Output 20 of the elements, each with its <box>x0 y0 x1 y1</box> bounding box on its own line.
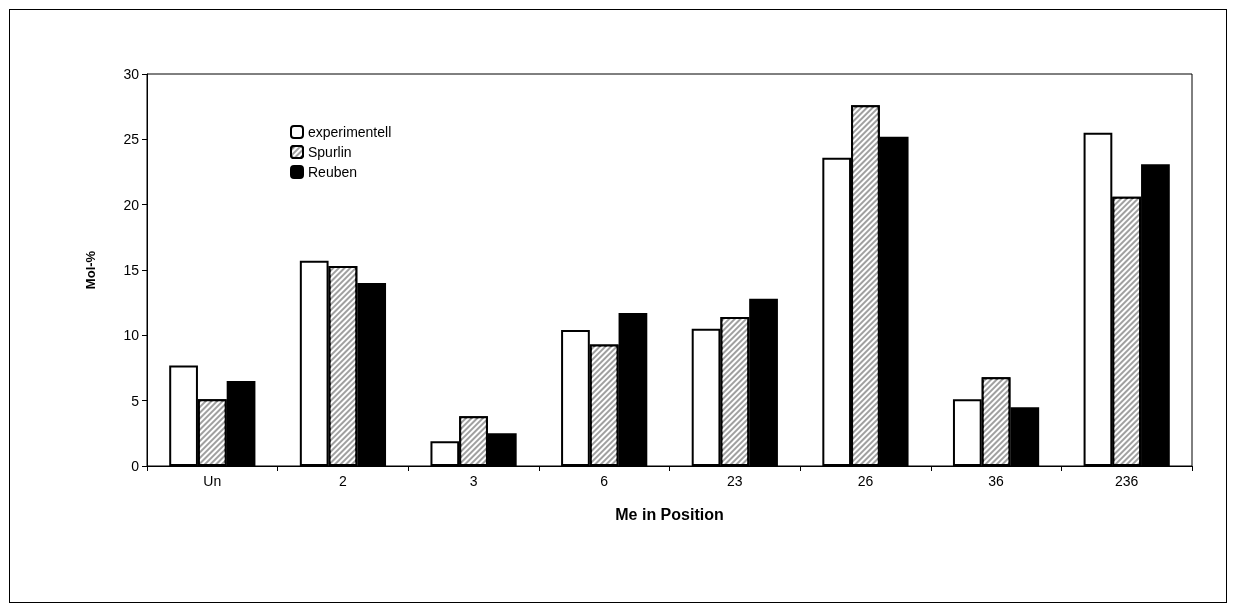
x-tick-label: 6 <box>600 473 609 489</box>
y-axis-title: Mol-% <box>83 250 98 290</box>
y-tick-label: 20 <box>123 196 140 213</box>
y-tick-label: 15 <box>123 262 140 278</box>
x-tick-label: 3 <box>469 473 478 489</box>
x-tick-label: 23 <box>727 473 743 489</box>
x-axis-title: Me in Position <box>615 505 724 523</box>
y-tick-label: 10 <box>123 327 140 344</box>
legend-label: Spurlin <box>308 144 352 160</box>
x-tick-label: 36 <box>988 473 1005 489</box>
y-tick-label: 30 <box>123 66 140 82</box>
x-tick-label: Un <box>203 473 222 489</box>
x-tick-label: 26 <box>857 473 874 489</box>
x-tick-label: 236 <box>1115 473 1139 489</box>
legend-label: Reuben <box>308 164 358 180</box>
x-tick-label: 2 <box>339 473 348 489</box>
legend-label: experimentell <box>308 124 392 140</box>
y-tick-label: 5 <box>131 392 140 409</box>
y-tick-label: 25 <box>123 131 140 148</box>
y-tick-label: 0 <box>131 458 140 474</box>
